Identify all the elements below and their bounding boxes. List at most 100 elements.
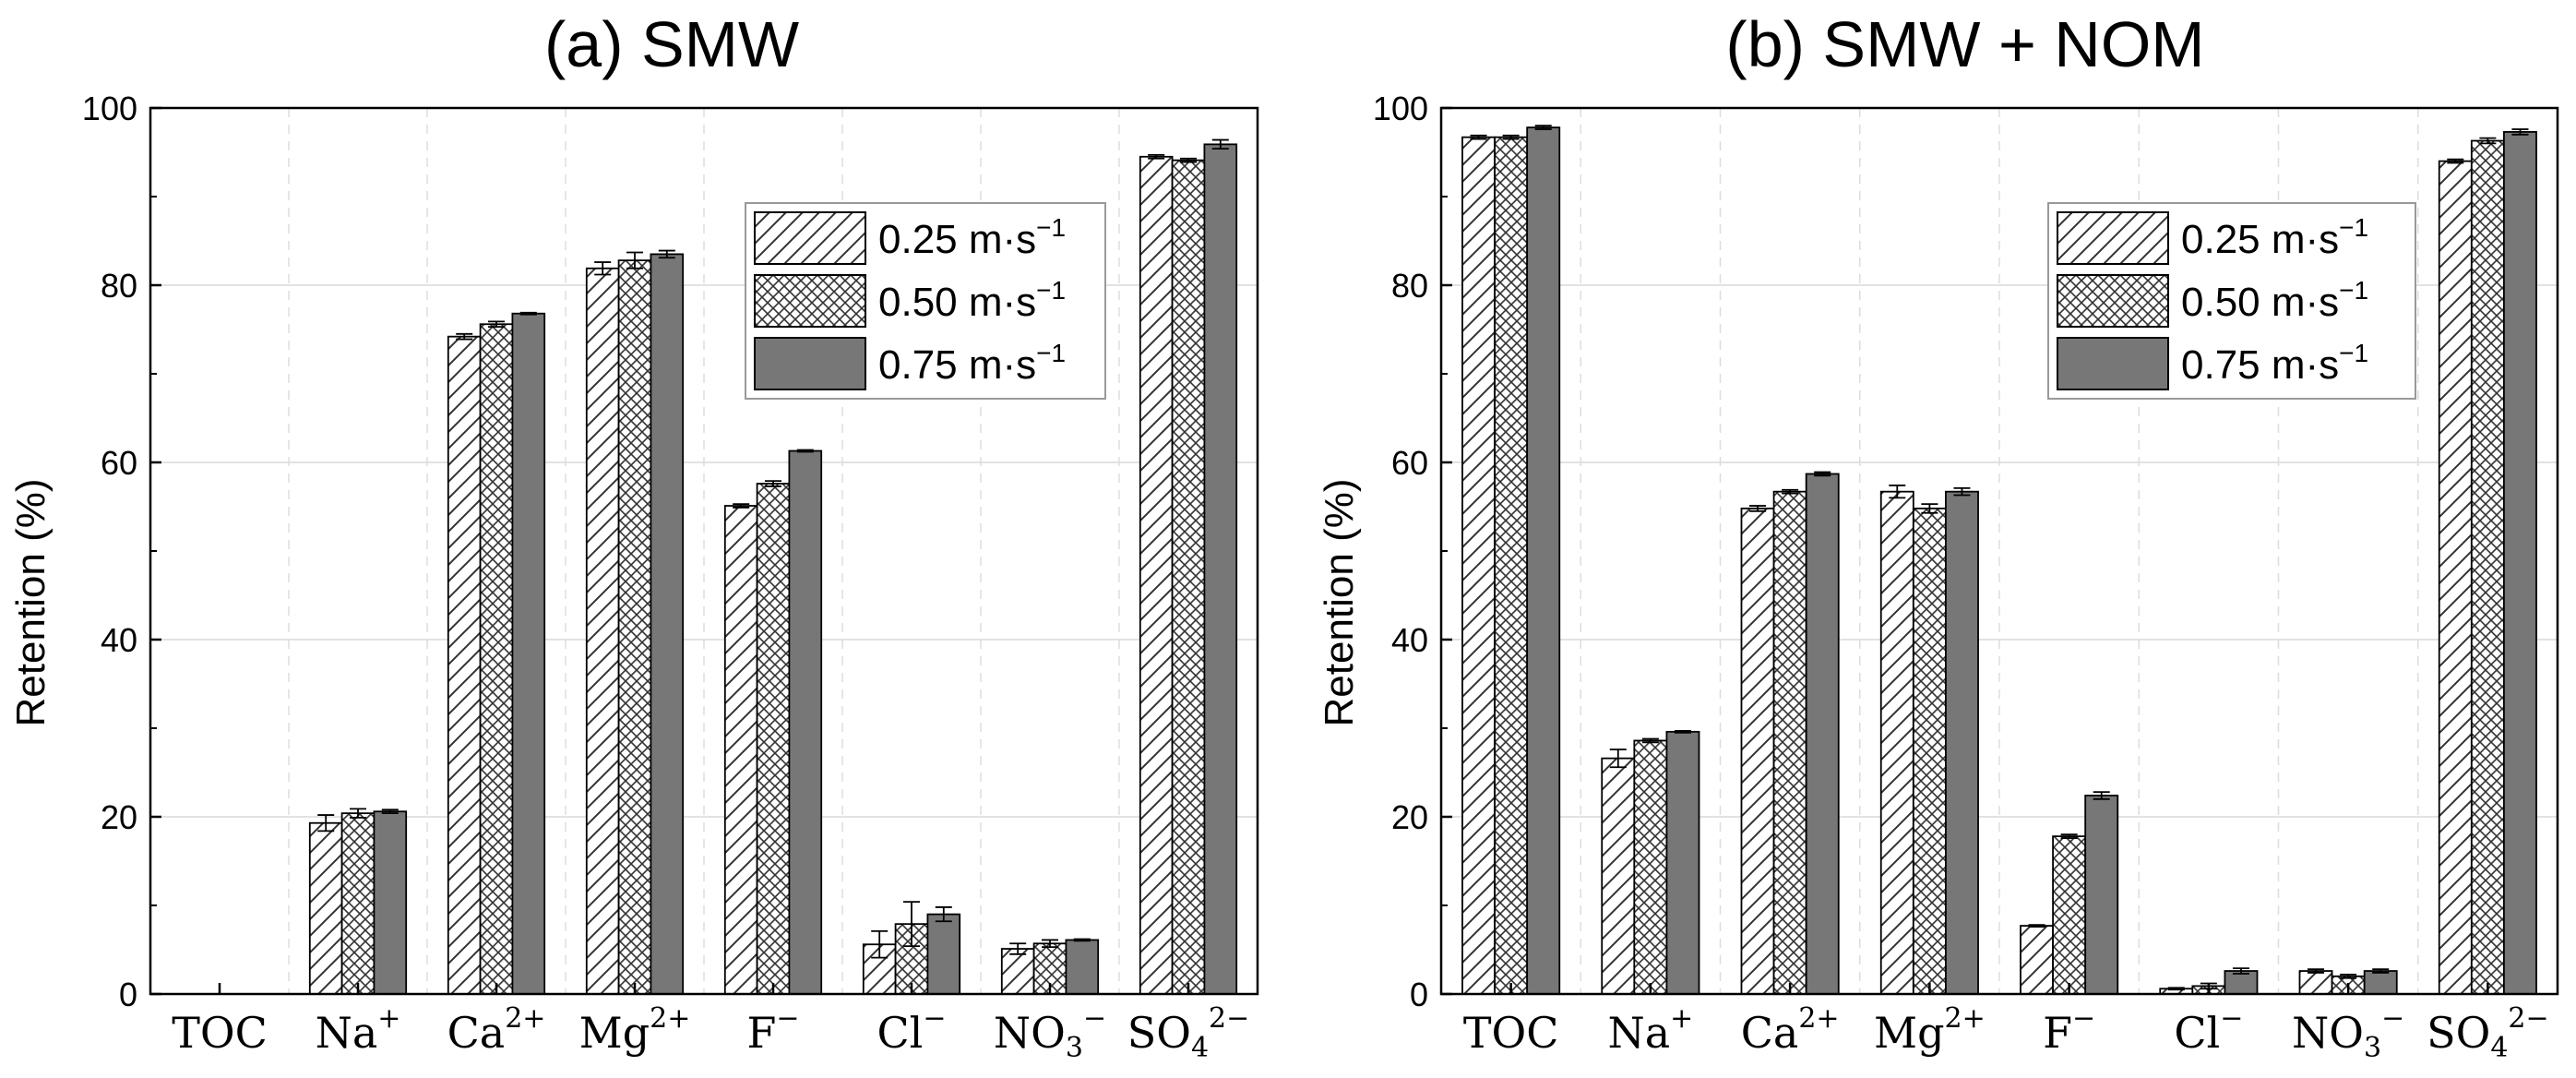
- x-tick-base: SO: [2427, 1008, 2490, 1058]
- x-tick-sup: −: [2220, 1002, 2243, 1035]
- x-tick-sub: 4: [1191, 1032, 1209, 1064]
- x-tick-label: SO42−: [2427, 1002, 2549, 1064]
- svg-text:0.50 m·s−1: 0.50 m·s−1: [878, 276, 1066, 325]
- bars: [308, 138, 1238, 995]
- x-tick-base: Cl: [877, 1008, 923, 1058]
- panel-b: (b) SMW + NOM Retention (%) 0 20 40 60 80 100…: [1317, 8, 2559, 1064]
- legend-label: 0.25 m·s: [878, 217, 1036, 262]
- x-tick-sup: 2+: [1798, 1002, 1839, 1035]
- bar: [1171, 159, 1206, 995]
- bar: [340, 812, 376, 995]
- x-tick-label: Na+: [1607, 1002, 1693, 1058]
- x-tick-sub: 3: [1066, 1032, 1083, 1064]
- svg-text:0.75 m·s−1: 0.75 m·s−1: [2181, 339, 2368, 388]
- legend-label-sup: −1: [2339, 276, 2368, 305]
- legend-item: 0.75 m·s−1: [754, 337, 1066, 390]
- legend-label-sup: −1: [1036, 339, 1066, 367]
- legend-item: 0.50 m·s−1: [754, 274, 1066, 328]
- legend-item: 0.25 m·s−1: [2057, 211, 2368, 265]
- y-axis-label: Retention (%): [1317, 478, 1362, 726]
- y-tick-label: 80: [1391, 267, 1428, 305]
- legend-label: 0.75 m·s: [2181, 342, 2339, 388]
- bar: [1461, 136, 1496, 995]
- bar: [2470, 139, 2505, 995]
- legend-label: 0.50 m·s: [2181, 280, 2339, 325]
- bar: [1494, 136, 1529, 995]
- x-tick-base: TOC: [172, 1008, 268, 1058]
- x-tick-label: SO42−: [1127, 1002, 1250, 1064]
- bar: [1526, 126, 1561, 995]
- legend-label: 0.25 m·s: [2181, 217, 2339, 262]
- bar: [2084, 795, 2119, 995]
- legend-swatch: [2057, 274, 2169, 328]
- y-tick-label: 0: [119, 976, 137, 1013]
- bar: [1805, 473, 1840, 995]
- chart-title: (b) SMW + NOM: [1725, 8, 2204, 80]
- bar: [1000, 948, 1035, 995]
- x-tick-label: TOC: [1463, 1008, 1559, 1058]
- y-tick-label: 20: [101, 798, 137, 836]
- x-tick-sub: 4: [2490, 1032, 2508, 1064]
- bar: [1601, 757, 1636, 995]
- y-tick-label: 100: [82, 90, 137, 127]
- svg-text:0.75 m·s−1: 0.75 m·s−1: [878, 339, 1066, 388]
- bar: [723, 505, 758, 995]
- x-tick-label: F−: [2043, 1002, 2095, 1058]
- bar: [2052, 835, 2087, 995]
- x-tick-sup: −: [1083, 1002, 1106, 1035]
- bar: [1772, 490, 1807, 995]
- grid-lines: [150, 108, 1258, 994]
- bar: [926, 913, 961, 995]
- bar: [308, 821, 343, 995]
- bar: [447, 335, 482, 995]
- x-tick-sup: 2−: [2508, 1002, 2548, 1035]
- panel-a: (a) SMW Retention (%) 0 20 40 60 80 100 TOC Na…: [8, 8, 1259, 1064]
- bar: [373, 810, 408, 995]
- svg-text:0.50 m·s−1: 0.50 m·s−1: [2181, 276, 2368, 325]
- y-tick-label: 0: [1410, 976, 1428, 1013]
- bar: [1945, 490, 1979, 995]
- legend: 0.25 m·s−1 0.50 m·s−1 0.75 m·s−1: [745, 202, 1106, 400]
- x-tick-label: Ca2+: [1741, 1002, 1840, 1058]
- bar: [2298, 970, 2333, 995]
- x-tick-label: Na+: [316, 1002, 401, 1058]
- x-tick-label: Mg2+: [1874, 1002, 1986, 1058]
- x-tick-label: TOC: [172, 1008, 268, 1058]
- x-tick-base: SO: [1127, 1008, 1191, 1058]
- legend-item: 0.25 m·s−1: [754, 211, 1066, 265]
- x-tick-sup: 2+: [1945, 1002, 1986, 1035]
- bar: [479, 323, 514, 995]
- bar: [2363, 970, 2398, 995]
- x-tick-sup: 2+: [505, 1002, 545, 1035]
- x-tick-base: Cl: [2174, 1008, 2220, 1058]
- y-tick-label: 60: [101, 444, 137, 482]
- x-tick-sup: −: [2381, 1002, 2404, 1035]
- legend-item: 0.75 m·s−1: [2057, 337, 2368, 390]
- y-tick-label: 40: [1391, 621, 1428, 659]
- x-tick-sup: −: [923, 1002, 946, 1035]
- x-tick-base: Na: [1607, 1008, 1670, 1058]
- x-tick-sup: −: [776, 1002, 799, 1035]
- legend-swatch: [754, 211, 866, 265]
- bar: [788, 449, 823, 995]
- y-tick-label: 40: [101, 621, 137, 659]
- x-tick-label: Cl−: [877, 1002, 946, 1058]
- x-tick-base: F: [746, 1008, 776, 1058]
- x-tick-base: NO: [994, 1008, 1066, 1058]
- x-ticks: TOC Na+ Ca2+ Mg2+ F− Cl− NO3− SO42−: [1463, 983, 2549, 1064]
- svg-text:0.25 m·s−1: 0.25 m·s−1: [878, 213, 1066, 262]
- y-ticks: 0 20 40 60 80 100: [1373, 90, 1452, 1013]
- y-tick-label: 100: [1373, 90, 1428, 127]
- x-tick-sup: +: [1670, 1002, 1693, 1035]
- bar: [2020, 925, 2054, 995]
- chart-title: (a) SMW: [544, 8, 799, 80]
- bar: [1665, 730, 1700, 995]
- x-tick-sup: 2−: [1209, 1002, 1249, 1035]
- x-tick-base: Ca: [1741, 1008, 1799, 1058]
- bar: [2438, 160, 2473, 995]
- bar: [1065, 939, 1100, 995]
- x-tick-base: Mg: [1874, 1008, 1945, 1058]
- bar: [650, 253, 685, 995]
- y-tick-label: 20: [1391, 798, 1428, 836]
- bar: [1912, 508, 1947, 995]
